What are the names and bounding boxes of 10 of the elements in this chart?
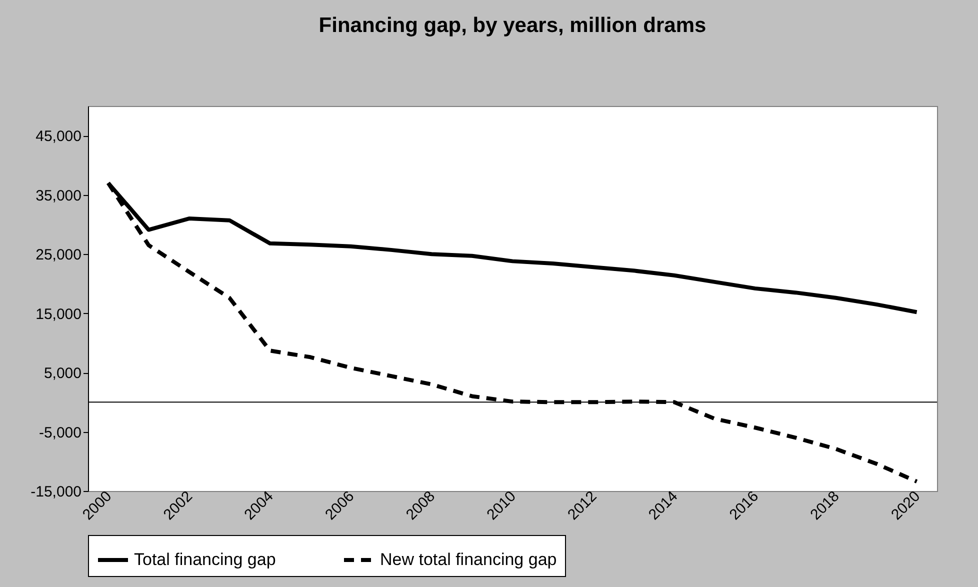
y-tick-label: 45,000 (36, 128, 82, 146)
legend-label: Total financing gap (134, 550, 276, 569)
y-tick-label: 35,000 (36, 187, 82, 204)
y-tick-label: 5,000 (44, 365, 82, 382)
y-tick-label: 25,000 (36, 246, 82, 264)
y-tick-label: 15,000 (36, 306, 82, 323)
legend-label: New total financing gap (380, 550, 557, 569)
y-tick-label: -15,000 (30, 484, 82, 500)
chart-title: Financing gap, by years, million drams (318, 14, 706, 37)
y-tick-label: -5,000 (38, 424, 82, 442)
